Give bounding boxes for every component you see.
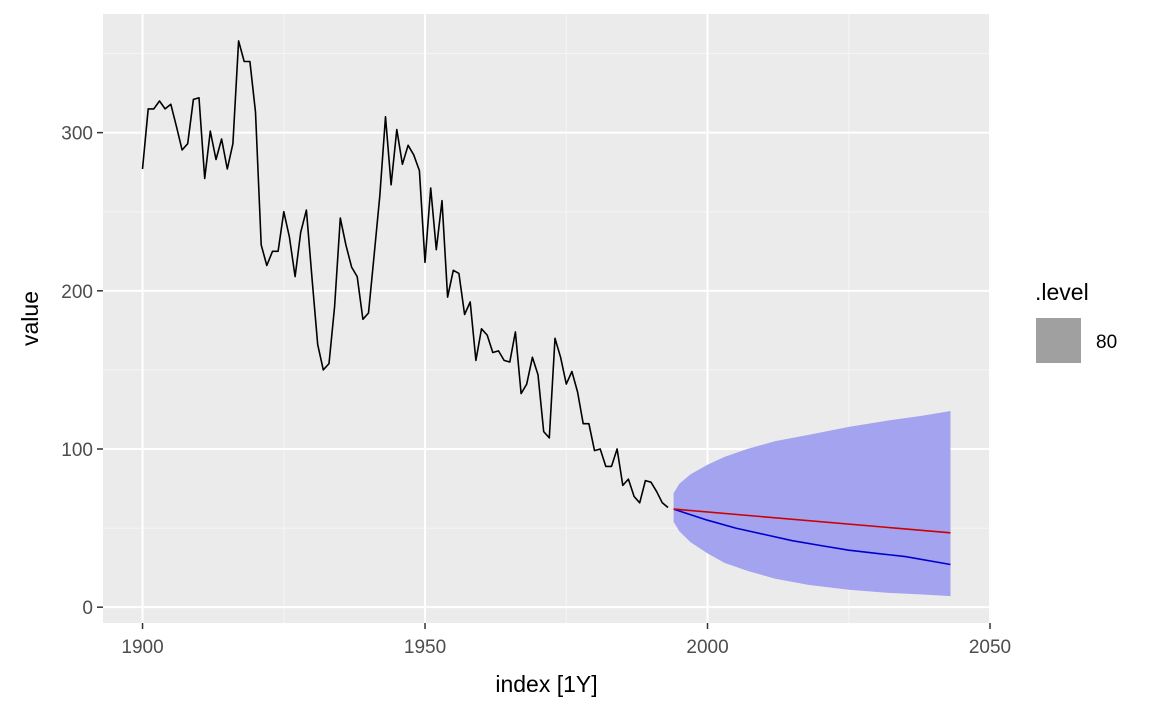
y-axis-title: value — [17, 291, 43, 346]
series-layer — [141, 40, 951, 566]
y-tick-label: 300 — [61, 124, 93, 145]
prediction-interval-band-80 — [673, 411, 951, 597]
forecast-line-red — [673, 508, 951, 534]
legend-label-80: 80 — [1096, 332, 1117, 353]
historical-series-line — [141, 40, 669, 509]
forecast-line-blue — [673, 508, 951, 566]
prediction-interval-layer — [673, 411, 951, 597]
x-axis-title: index [1Y] — [495, 671, 597, 697]
x-tick-label: 2000 — [686, 637, 728, 658]
x-tick-label: 1950 — [404, 637, 446, 658]
x-axis: 1900 1950 2000 2050 — [121, 623, 1011, 658]
y-tick-label: 0 — [82, 598, 93, 619]
y-tick-label: 100 — [61, 440, 93, 461]
x-tick-label: 1900 — [121, 637, 163, 658]
legend-key-80 — [1036, 318, 1081, 363]
grid-minor — [103, 14, 990, 623]
y-tick-label: 200 — [61, 282, 93, 303]
legend-title: .level — [1035, 279, 1089, 305]
y-axis: 0 100 200 300 — [61, 124, 103, 619]
legend: .level 80 — [1035, 279, 1117, 363]
x-tick-label: 2050 — [969, 637, 1011, 658]
